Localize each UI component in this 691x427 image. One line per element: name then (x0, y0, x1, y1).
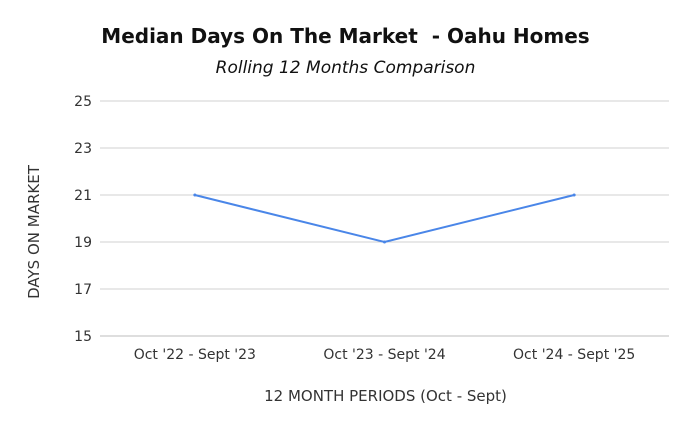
x-tick-label: Oct '23 - Sept '24 (323, 347, 445, 363)
y-tick-label: 19 (74, 235, 92, 251)
y-tick-label: 17 (74, 282, 92, 298)
chart-subtitle: Rolling 12 Months Comparison (215, 58, 476, 78)
y-tick-label: 25 (74, 94, 92, 110)
y-tick-label: 21 (74, 188, 92, 204)
x-axis-label: 12 MONTH PERIODS (Oct - Sept) (264, 387, 507, 405)
x-tick-label: Oct '24 - Sept '25 (513, 347, 635, 363)
y-tick-label: 23 (74, 141, 92, 157)
y-tick-label: 15 (74, 329, 92, 345)
data-point (383, 240, 386, 244)
x-tick-label: Oct '22 - Sept '23 (134, 347, 256, 363)
chart-title: Median Days On The Market - Oahu Homes (101, 24, 590, 48)
data-point (572, 193, 576, 197)
data-point (193, 193, 197, 197)
series-line (194, 194, 575, 244)
